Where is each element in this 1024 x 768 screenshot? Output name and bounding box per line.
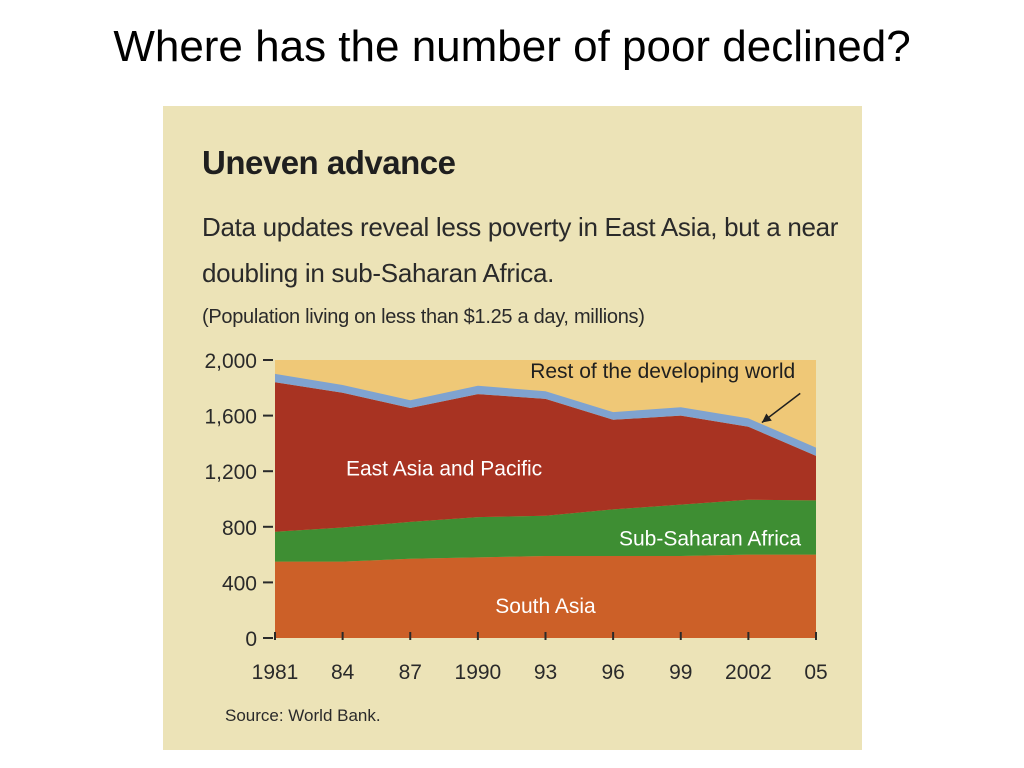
area-chart: 0 400 800 1,200 1,600 2,000 1981 84 87 1990 93 96 99… (204, 350, 827, 684)
y-tick-label: 2,000 (204, 350, 257, 373)
source-note: Source: World Bank. (225, 706, 381, 725)
x-tick-label: 1990 (455, 661, 502, 684)
chart-title: Uneven advance (202, 144, 456, 181)
x-tick-label: 2002 (725, 661, 772, 684)
slide-title: Where has the number of poor declined? (113, 22, 911, 71)
area-south-asia (275, 554, 816, 638)
chart-subtitle: Data updates reveal less poverty in East… (202, 212, 839, 288)
y-tick-label: 400 (222, 572, 257, 595)
area-rest-of-the-developing-world (275, 373, 816, 456)
series-label-east-asia-and-pacific: East Asia and Pacific (346, 457, 542, 480)
x-tick-label: 05 (804, 661, 827, 684)
x-tick-label: 99 (669, 661, 692, 684)
x-tick-label: 87 (399, 661, 422, 684)
y-tick-label: 1,200 (204, 461, 257, 484)
y-tick-label: 1,600 (204, 406, 257, 429)
x-tick-label: 96 (601, 661, 624, 684)
series-label-sub-saharan-africa: Sub-Saharan Africa (619, 528, 801, 551)
unit-note: (Population living on less than $1.25 a … (202, 306, 645, 328)
chart-panel: Uneven advance Data updates reveal less … (163, 106, 862, 750)
y-tick-label: 800 (222, 517, 257, 540)
series-label-rest-of-the-developing-world: Rest of the developing world (530, 360, 795, 383)
series-label-south-asia: South Asia (495, 595, 596, 618)
pointer-arrow-head (761, 413, 772, 423)
area-sub-saharan-africa (275, 499, 816, 562)
x-tick-label: 84 (331, 661, 355, 684)
y-tick-label: 0 (245, 628, 257, 651)
area-east-asia-and-pacific (275, 382, 816, 532)
x-tick-label: 1981 (252, 661, 299, 684)
x-tick-label: 93 (534, 661, 557, 684)
